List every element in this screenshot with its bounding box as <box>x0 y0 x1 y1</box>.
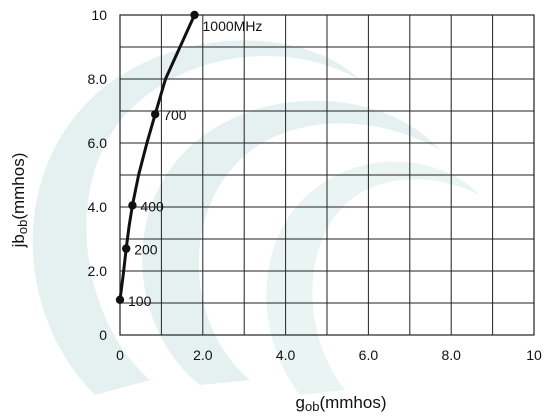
data-points <box>115 10 199 304</box>
point-label: 100 <box>128 293 152 309</box>
y-tick-label: 2.0 <box>88 263 108 279</box>
data-point <box>128 201 137 210</box>
data-point <box>122 244 131 253</box>
y-tick-label: 8.0 <box>88 71 108 87</box>
x-tick-label: 10 <box>526 347 542 363</box>
x-tick-labels: 0 2.0 4.0 6.0 8.0 10 <box>116 347 542 363</box>
y-tick-label: 10 <box>91 7 107 23</box>
point-label: 400 <box>140 198 164 214</box>
data-point <box>150 110 160 119</box>
y-tick-label: 4.0 <box>88 199 108 215</box>
data-point <box>190 10 199 20</box>
watermark <box>32 40 480 396</box>
x-tick-label: 4.0 <box>276 347 296 363</box>
y-tick-labels: 0 2.0 4.0 6.0 8.0 10 <box>88 7 108 343</box>
point-label: 1000MHz <box>203 18 263 34</box>
x-tick-label: 2.0 <box>193 347 213 363</box>
point-label: 200 <box>134 242 158 258</box>
point-labels: 100 200 400 700 1000MHz <box>128 18 262 309</box>
x-axis-title: gob(mmhos) <box>296 393 387 414</box>
data-point <box>115 295 125 304</box>
x-tick-label: 0 <box>116 347 124 363</box>
x-tick-label: 6.0 <box>359 347 379 363</box>
x-tick-label: 8.0 <box>441 347 461 363</box>
point-label: 700 <box>163 107 187 123</box>
plot-frame <box>119 14 535 336</box>
y-tick-label: 0 <box>99 327 107 343</box>
y-axis-title: jbob(mmhos) <box>9 153 30 249</box>
grid <box>120 15 534 335</box>
y-tick-label: 6.0 <box>88 135 108 151</box>
series-line <box>118 13 196 302</box>
